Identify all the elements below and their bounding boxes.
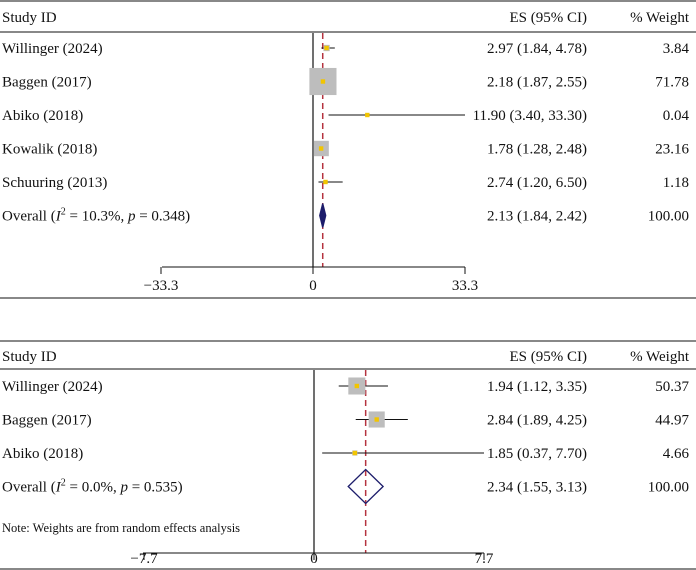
overall-label: Overall (I2 = 0.0%, p = 0.535) <box>2 478 183 496</box>
pooled-diamond <box>319 203 327 228</box>
study-weight: 0.04 <box>663 108 690 124</box>
point-estimate <box>320 79 326 84</box>
overall-es-ci: 2.13 (1.84, 2.42) <box>487 209 587 225</box>
study-name: Baggen (2017) <box>2 75 92 91</box>
study-es-ci: 1.85 (0.37, 7.70) <box>487 446 587 462</box>
study-weight: 71.78 <box>655 75 689 91</box>
overall-label-part: = 10.3%, <box>66 209 128 225</box>
study-weight: 1.18 <box>663 175 689 191</box>
study-name: Schuuring (2013) <box>2 175 107 191</box>
point-estimate <box>318 146 324 151</box>
x-tick-label: −33.3 <box>144 278 179 294</box>
overall-label-part: Overall ( <box>2 480 56 496</box>
overall-label-part: I <box>55 209 62 225</box>
x-tick-label: −7.7 <box>130 551 158 567</box>
overall-label-part: 2 <box>61 478 66 489</box>
study-weight: 3.84 <box>663 41 690 57</box>
x-tick-label: 33.3 <box>452 278 478 294</box>
header-study-id: Study ID <box>2 10 57 26</box>
overall-label-part: p <box>127 209 136 225</box>
overall-label-part: Overall ( <box>2 209 56 225</box>
overall-label-part: 2 <box>61 207 66 218</box>
footnote: Note: Weights are from random effects an… <box>2 521 240 535</box>
overall-label-part: = 0.0%, <box>66 480 121 496</box>
study-es-ci: 11.90 (3.40, 33.30) <box>473 108 587 124</box>
overall-es-ci: 2.34 (1.55, 3.13) <box>487 480 587 496</box>
study-name: Kowalik (2018) <box>2 142 97 158</box>
overall-weight: 100.00 <box>648 209 689 225</box>
overall-label-part: = 0.535) <box>128 480 183 496</box>
x-tick-label: 7.7 <box>475 551 494 567</box>
header-weight: % Weight <box>630 10 690 26</box>
study-name: Abiko (2018) <box>2 446 83 462</box>
x-tick-label: 0 <box>310 551 318 567</box>
study-name: Baggen (2017) <box>2 413 92 429</box>
point-estimate <box>352 450 358 456</box>
x-tick-label: 0 <box>309 278 317 294</box>
overall-label-part: = 0.348) <box>135 209 190 225</box>
header-es-ci: ES (95% CI) <box>510 349 588 365</box>
overall-weight: 100.00 <box>648 480 689 496</box>
study-es-ci: 2.84 (1.89, 4.25) <box>487 413 587 429</box>
study-es-ci: 2.18 (1.87, 2.55) <box>487 75 587 91</box>
point-estimate <box>324 45 329 51</box>
header-es-ci: ES (95% CI) <box>510 10 588 26</box>
study-es-ci: 1.78 (1.28, 2.48) <box>487 142 587 158</box>
study-name: Willinger (2024) <box>2 379 103 395</box>
study-es-ci: 1.94 (1.12, 3.35) <box>487 379 587 395</box>
study-weight: 4.66 <box>663 446 690 462</box>
point-estimate <box>374 417 379 422</box>
study-name: Abiko (2018) <box>2 108 83 124</box>
study-weight: 23.16 <box>655 142 689 158</box>
header-weight: % Weight <box>630 349 690 365</box>
point-estimate <box>365 112 370 118</box>
pooled-diamond <box>347 468 385 505</box>
point-estimate <box>323 179 328 185</box>
study-name: Willinger (2024) <box>2 41 103 57</box>
study-es-ci: 2.74 (1.20, 6.50) <box>487 175 587 191</box>
study-es-ci: 2.97 (1.84, 4.78) <box>487 41 587 57</box>
header-study-id: Study ID <box>2 349 57 365</box>
overall-label: Overall (I2 = 10.3%, p = 0.348) <box>2 207 190 225</box>
overall-label-part: p <box>119 480 128 496</box>
overall-label-part: I <box>55 480 62 496</box>
study-weight: 50.37 <box>655 379 689 395</box>
point-estimate <box>354 383 360 389</box>
study-weight: 44.97 <box>655 413 689 429</box>
